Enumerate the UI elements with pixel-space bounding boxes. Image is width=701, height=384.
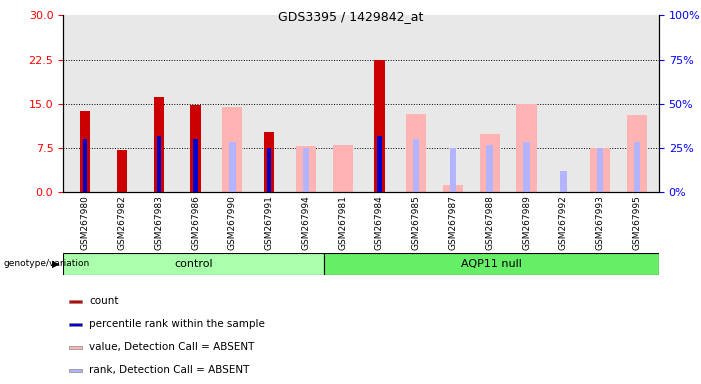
Text: control: control bbox=[174, 259, 212, 269]
Bar bbox=[486, 145, 493, 192]
Text: count: count bbox=[89, 296, 118, 306]
Text: ▶: ▶ bbox=[52, 259, 60, 269]
Bar bbox=[590, 148, 610, 192]
Bar bbox=[117, 150, 127, 192]
Bar bbox=[229, 142, 236, 192]
Bar bbox=[449, 148, 456, 192]
Bar bbox=[69, 300, 82, 303]
Bar bbox=[69, 369, 82, 372]
Text: percentile rank within the sample: percentile rank within the sample bbox=[89, 319, 265, 329]
Bar bbox=[83, 139, 88, 192]
Text: GDS3395 / 1429842_at: GDS3395 / 1429842_at bbox=[278, 10, 423, 23]
Bar bbox=[627, 116, 647, 192]
Text: genotype/variation: genotype/variation bbox=[4, 260, 90, 268]
Bar bbox=[443, 185, 463, 192]
Bar bbox=[634, 142, 640, 192]
Bar bbox=[523, 142, 530, 192]
Bar bbox=[332, 145, 353, 192]
Bar bbox=[191, 105, 200, 192]
Bar bbox=[560, 171, 566, 192]
Bar bbox=[406, 114, 426, 192]
Text: value, Detection Call = ABSENT: value, Detection Call = ABSENT bbox=[89, 343, 254, 353]
Bar bbox=[324, 253, 659, 275]
Bar bbox=[479, 134, 500, 192]
Bar bbox=[377, 136, 381, 192]
Bar bbox=[156, 136, 161, 192]
Bar bbox=[374, 60, 385, 192]
Bar bbox=[267, 148, 271, 192]
Bar bbox=[193, 139, 198, 192]
Bar bbox=[80, 111, 90, 192]
Bar bbox=[413, 139, 419, 192]
Text: AQP11 null: AQP11 null bbox=[461, 259, 522, 269]
Bar bbox=[517, 104, 537, 192]
Bar bbox=[154, 97, 164, 192]
Bar bbox=[63, 253, 324, 275]
Bar bbox=[69, 346, 82, 349]
Text: rank, Detection Call = ABSENT: rank, Detection Call = ABSENT bbox=[89, 366, 250, 376]
Bar bbox=[303, 148, 309, 192]
Bar bbox=[69, 323, 82, 326]
Bar bbox=[597, 148, 604, 192]
Bar bbox=[222, 107, 243, 192]
Bar bbox=[264, 132, 274, 192]
Bar bbox=[296, 146, 316, 192]
